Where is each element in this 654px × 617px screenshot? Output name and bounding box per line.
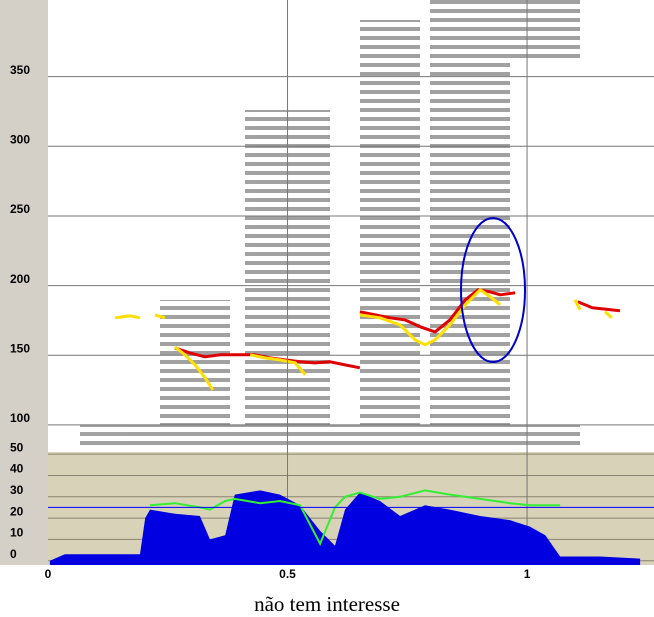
y-tick-label: 40 [10,462,24,476]
y-tick-label: 10 [10,526,24,540]
y-tick-label: 30 [10,483,24,497]
x-tick-label: 0 [45,567,52,581]
y-tick-label: 200 [10,272,30,286]
analysis-window: 100 150 200 250 300 350 0 10 20 30 40 50 0 0.5 1 não t… [0,0,654,617]
y-tick-label: 350 [10,63,30,77]
x-tick-label: 1 [524,567,531,581]
y-tick-label: 300 [10,132,30,146]
y-tick-label: 150 [10,341,30,355]
y-tick-label: 250 [10,202,30,216]
x-tick-label: 0.5 [279,567,296,581]
y-tick-label: 50 [10,440,24,454]
spectrogram [48,0,654,452]
y-tick-label: 0 [10,547,17,561]
y-tick-label: 100 [10,411,30,425]
y-tick-label: 20 [10,504,24,518]
caption: não tem interesse [254,592,400,616]
